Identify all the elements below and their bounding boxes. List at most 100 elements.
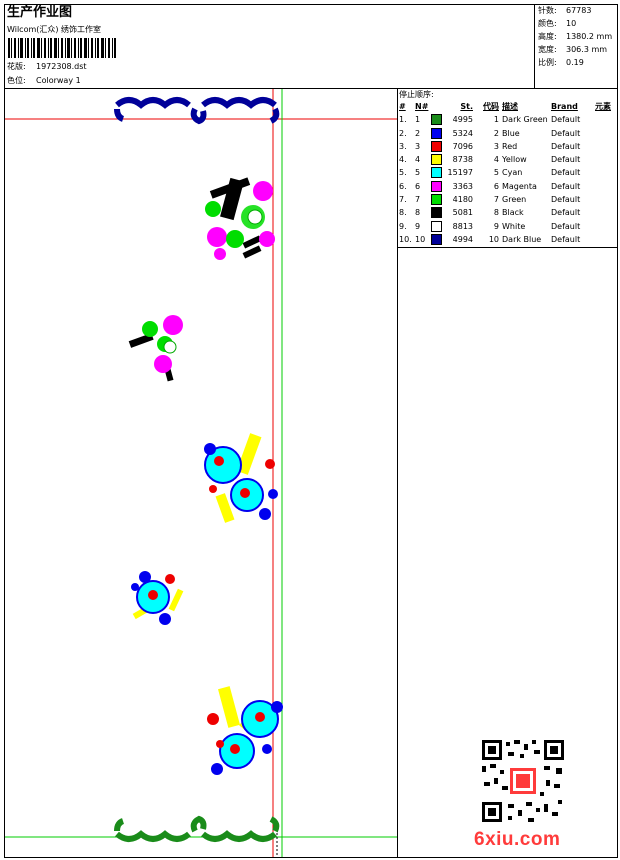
- row-needle: 7: [415, 195, 421, 205]
- row-element: [587, 140, 611, 153]
- colorway-label: 色位:: [7, 76, 26, 85]
- table-row: 10. 10 4994 10 Dark Blue Default: [399, 233, 611, 246]
- stat-value: 67783: [566, 6, 592, 15]
- color-swatch: [431, 154, 442, 166]
- motif-cyan-rose-3: [207, 686, 283, 775]
- row-stitches: 5081: [452, 208, 473, 218]
- row-index: 1.: [399, 115, 407, 125]
- row-code: 3: [493, 141, 499, 151]
- row-swatch: [431, 220, 445, 233]
- row-stitches: 5324: [452, 128, 473, 138]
- row-stitches: 7096: [452, 141, 473, 151]
- col-header: 元素: [595, 102, 611, 111]
- row-index: 5.: [399, 168, 407, 178]
- row-brand: Default: [551, 181, 581, 191]
- row-index: 2.: [399, 128, 407, 138]
- company-name: Wilcom(汇众) 绣饰工作室: [7, 25, 102, 34]
- row-swatch: [431, 113, 445, 126]
- table-row: 6. 6 3363 6 Magenta Default: [399, 180, 611, 193]
- bottom-scallop-border: [114, 815, 280, 842]
- table-row: 8. 8 5081 8 Black Default: [399, 206, 611, 219]
- row-element: [587, 233, 611, 246]
- top-scallop-border: [114, 97, 280, 125]
- motif-black-flower-2: [128, 315, 183, 382]
- row-index: 7.: [399, 195, 407, 205]
- row-swatch: [431, 233, 445, 246]
- row-element: [587, 113, 611, 126]
- row-description: Black: [502, 208, 524, 218]
- color-swatch: [431, 207, 442, 219]
- table-row: 4. 4 8738 4 Yellow Default: [399, 153, 611, 166]
- row-needle: 3: [415, 141, 421, 151]
- table-row: 5. 5 15197 5 Cyan Default: [399, 166, 611, 179]
- col-header: N#: [415, 102, 429, 111]
- row-description: Yellow: [502, 155, 527, 165]
- col-header-blank: [431, 100, 445, 113]
- stats-divider: [534, 4, 535, 88]
- row-code: 7: [493, 195, 499, 205]
- design-label: 花版:: [7, 62, 26, 71]
- row-brand: Default: [551, 128, 581, 138]
- row-description: Dark Blue: [502, 234, 542, 244]
- stat-value: 1380.2 mm: [566, 32, 613, 41]
- panel-divider: [397, 88, 398, 858]
- motif-cyan-rose-2: [131, 571, 184, 625]
- color-swatch: [431, 233, 442, 245]
- row-description: Magenta: [502, 181, 537, 191]
- header-divider: [4, 88, 618, 89]
- stop-sequence-title: 停止顺序:: [399, 90, 434, 99]
- table-row: 2. 2 5324 2 Blue Default: [399, 127, 611, 140]
- row-brand: Default: [551, 168, 581, 178]
- row-stitches: 8813: [452, 221, 473, 231]
- stop-sequence-table: # N# St. 代码 描述 Brand 元素 1. 1 4995 1 Dark Gre…: [399, 100, 611, 246]
- row-needle: 8: [415, 208, 421, 218]
- row-swatch: [431, 180, 445, 193]
- row-swatch: [431, 166, 445, 179]
- row-needle: 2: [415, 128, 421, 138]
- row-description: Red: [502, 141, 518, 151]
- stat-value: 10: [566, 19, 577, 28]
- row-description: Green: [502, 195, 527, 205]
- color-swatch: [431, 180, 442, 192]
- row-stitches: 4180: [452, 195, 473, 205]
- row-index: 8.: [399, 208, 407, 218]
- row-element: [587, 127, 611, 140]
- row-index: 3.: [399, 141, 407, 151]
- col-header: 代码: [483, 102, 499, 111]
- row-description: Cyan: [502, 168, 523, 178]
- row-code: 8: [493, 208, 499, 218]
- row-swatch: [431, 127, 445, 140]
- row-stitches: 3363: [452, 181, 473, 191]
- row-index: 6.: [399, 181, 407, 191]
- row-element: [587, 193, 611, 206]
- color-swatch: [431, 220, 442, 232]
- col-header: 描述: [502, 102, 518, 111]
- row-swatch: [431, 206, 445, 219]
- row-needle: 10: [415, 234, 426, 244]
- row-stitches: 4995: [452, 115, 473, 125]
- row-code: 6: [493, 181, 499, 191]
- stat-label: 针数:: [538, 6, 557, 15]
- col-header: Brand: [551, 102, 578, 111]
- row-code: 1: [493, 115, 499, 125]
- row-description: Blue: [502, 128, 520, 138]
- row-stitches: 15197: [447, 168, 473, 178]
- row-brand: Default: [551, 221, 581, 231]
- table-row: 9. 9 8813 9 White Default: [399, 220, 611, 233]
- row-swatch: [431, 140, 445, 153]
- design-canvas: [5, 89, 397, 857]
- row-code: 5: [493, 168, 499, 178]
- row-brand: Default: [551, 208, 581, 218]
- row-needle: 6: [415, 181, 421, 191]
- motif-black-flower-1: [205, 177, 275, 260]
- table-bottom-divider: [397, 247, 618, 248]
- row-code: 10: [488, 234, 499, 244]
- stat-label: 宽度:: [538, 45, 557, 54]
- colorway-value: Colorway 1: [36, 76, 81, 85]
- row-needle: 1: [415, 115, 421, 125]
- color-swatch: [431, 114, 442, 126]
- stat-value: 306.3 mm: [566, 45, 608, 54]
- row-element: [587, 153, 611, 166]
- row-brand: Default: [551, 195, 581, 205]
- table-row: 7. 7 4180 7 Green Default: [399, 193, 611, 206]
